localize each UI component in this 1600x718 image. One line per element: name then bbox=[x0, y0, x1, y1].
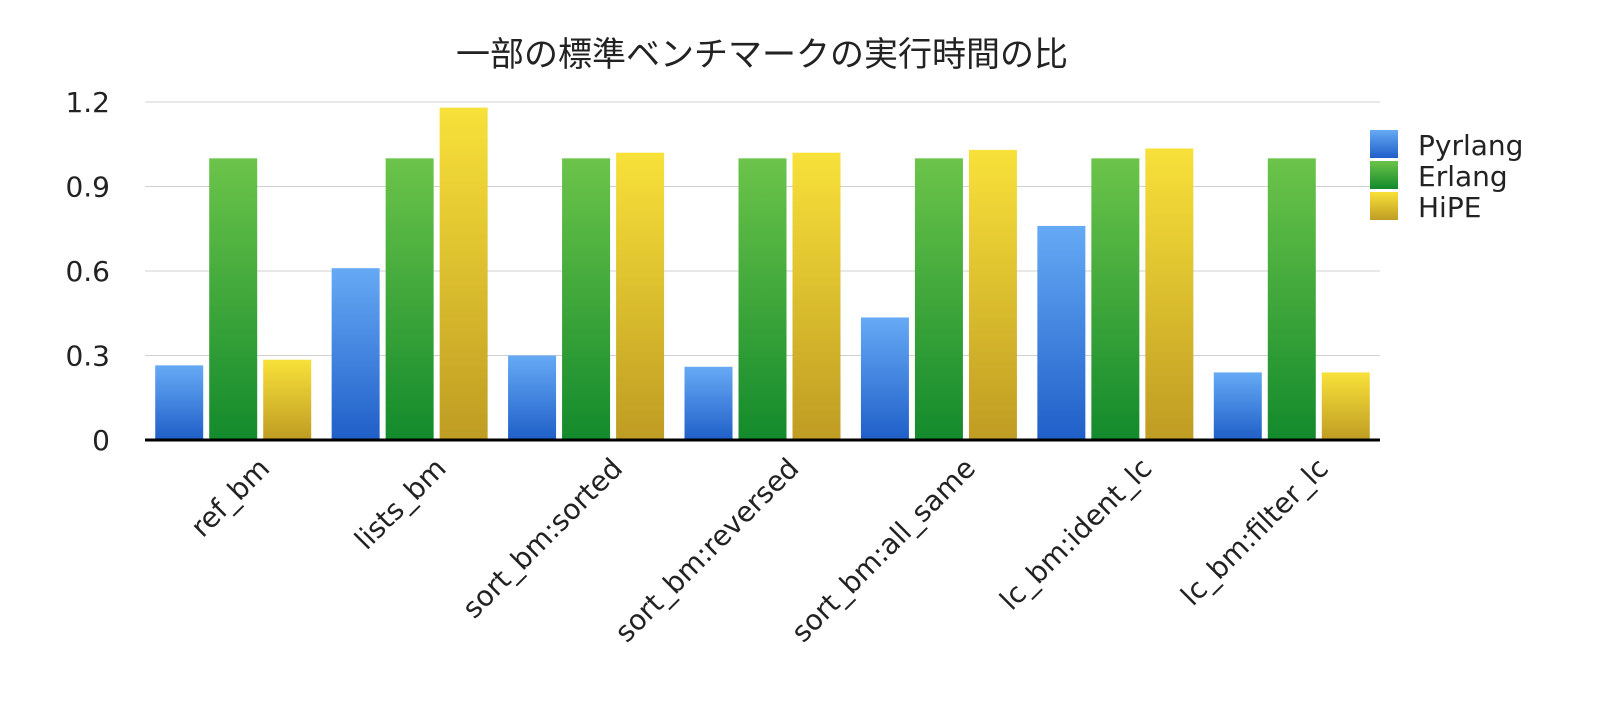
bar-pyrlang-1 bbox=[331, 268, 380, 440]
bar-erlang-2 bbox=[562, 158, 611, 441]
bar-erlang-6 bbox=[1267, 158, 1316, 441]
bar-pyrlang-2 bbox=[508, 355, 557, 440]
y-tick-label: 1.2 bbox=[65, 86, 110, 119]
bar-hipe-2 bbox=[616, 152, 665, 440]
category-label: ref_bm bbox=[184, 452, 276, 544]
category-label: sort_bm:sorted bbox=[456, 452, 629, 625]
bar-erlang-0 bbox=[209, 158, 258, 441]
category-label: sort_bm:all_same bbox=[785, 452, 982, 649]
chart-title: 一部の標準ベンチマークの実行時間の比 bbox=[456, 35, 1068, 75]
bar-hipe-0 bbox=[263, 359, 312, 440]
category-label: lc_bm:ident_lc bbox=[993, 452, 1158, 617]
category-labels: ref_bm lists_bm sort_bm:sortedsort_bm:reve… bbox=[184, 452, 1335, 649]
bar-pyrlang-5 bbox=[1037, 225, 1086, 440]
bar-hipe-5 bbox=[1145, 148, 1194, 440]
bar-hipe-1 bbox=[439, 107, 488, 440]
legend-swatch-pyrlang bbox=[1370, 130, 1398, 158]
bar-erlang-5 bbox=[1091, 158, 1140, 441]
bar-pyrlang-0 bbox=[155, 365, 204, 440]
y-tick-label: 0.3 bbox=[65, 340, 110, 373]
axis-layer: 0 0.3 0.6 0.9 1.2 bbox=[65, 86, 1380, 457]
bar-erlang-3 bbox=[738, 158, 787, 441]
bar-erlang-4 bbox=[914, 158, 963, 441]
bars-layer bbox=[155, 107, 1370, 441]
bar-hipe-3 bbox=[792, 152, 841, 440]
y-tick-label: 0 bbox=[92, 424, 110, 457]
bar-pyrlang-4 bbox=[860, 317, 909, 440]
bar-pyrlang-6 bbox=[1213, 372, 1262, 440]
legend-label-pyrlang: Pyrlang bbox=[1418, 129, 1523, 162]
bar-hipe-4 bbox=[968, 149, 1017, 440]
legend-swatch-erlang bbox=[1370, 161, 1398, 189]
category-label: lc_bm:filter_lc bbox=[1174, 452, 1334, 612]
bar-erlang-1 bbox=[385, 158, 434, 441]
category-label: sort_bm:reversed bbox=[608, 452, 805, 649]
legend-swatch-hipe bbox=[1370, 192, 1398, 220]
legend-label-erlang: Erlang bbox=[1418, 160, 1508, 193]
legend-label-hipe: HiPE bbox=[1418, 191, 1481, 224]
y-tick-label: 0.9 bbox=[65, 171, 110, 204]
category-label: lists_bm bbox=[348, 452, 452, 556]
y-tick-label: 0.6 bbox=[65, 255, 110, 288]
bar-pyrlang-3 bbox=[684, 366, 733, 440]
bar-hipe-6 bbox=[1321, 372, 1370, 440]
